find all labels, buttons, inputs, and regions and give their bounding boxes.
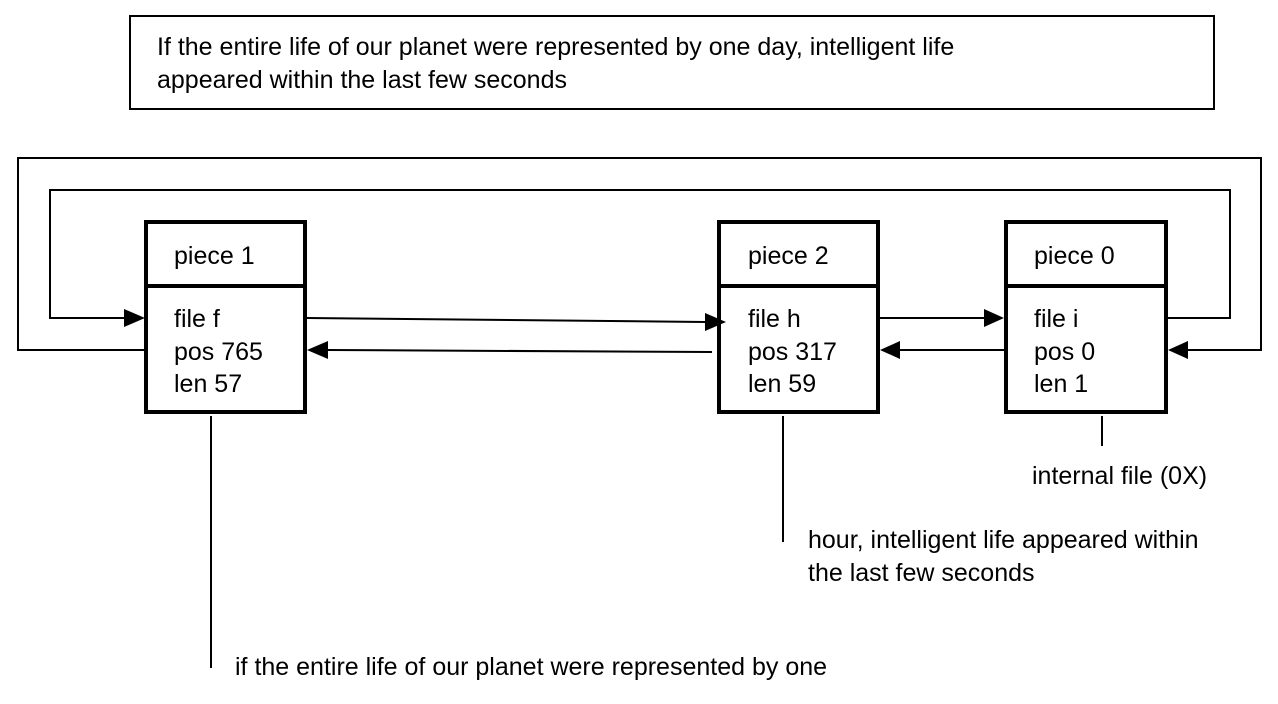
arrowheads (124, 309, 1188, 359)
piece-node-border (1004, 220, 1168, 414)
arrowhead-into-piece0-right (984, 309, 1004, 327)
wrap-links (17, 157, 1262, 351)
piece-title: piece 0 (1034, 242, 1115, 270)
piece-node-border (717, 220, 880, 414)
annotation-leaders (210, 416, 1103, 668)
arrowhead-into-piece1-left (307, 341, 328, 359)
link-piece2-to-piece1 (327, 349, 713, 353)
piece-pos: pos 317 (748, 338, 837, 366)
piece2-text-line-1: hour, intelligent life appeared within (808, 526, 1199, 554)
piece-title: piece 1 (174, 242, 255, 270)
piece-pos: pos 765 (174, 338, 263, 366)
piece-node: piece 2 file h pos 317 len 59 (717, 220, 880, 414)
link-piece1-to-piece2 (306, 317, 706, 323)
piece2-text-line-2: the last few seconds (808, 559, 1035, 587)
piece-len: len 1 (1034, 370, 1088, 398)
piece-file: file i (1034, 305, 1078, 333)
piece-node: piece 0 file i pos 0 len 1 (1004, 220, 1168, 414)
caption-line-2: appeared within the last few seconds (157, 66, 567, 94)
caption-line-1: If the entire life of our planet were re… (157, 33, 954, 61)
arrowhead-into-piece2-right (705, 313, 726, 331)
piece1-text: if the entire life of our planet were re… (235, 653, 827, 681)
caption-border (129, 15, 1215, 110)
arrowhead-into-piece1-right (124, 309, 145, 327)
piece-file: file h (748, 305, 801, 333)
inner-loop-line (49, 189, 1231, 319)
arrowhead-into-piece0-left (1168, 341, 1188, 359)
piece-links (306, 317, 1004, 353)
piece-len: len 57 (174, 370, 242, 398)
outer-loop-line (17, 157, 1262, 351)
internal-file-annotation: internal file (0X) (1032, 462, 1207, 490)
piece-pos: pos 0 (1034, 338, 1095, 366)
piece-len: len 59 (748, 370, 816, 398)
caption-box: If the entire life of our planet were re… (129, 15, 1215, 110)
piece-node-border (144, 220, 307, 414)
arrowhead-into-piece2-left (880, 341, 900, 359)
piece-file: file f (174, 305, 220, 333)
piece-title: piece 2 (748, 242, 829, 270)
piece-node: piece 1 file f pos 765 len 57 (144, 220, 307, 414)
